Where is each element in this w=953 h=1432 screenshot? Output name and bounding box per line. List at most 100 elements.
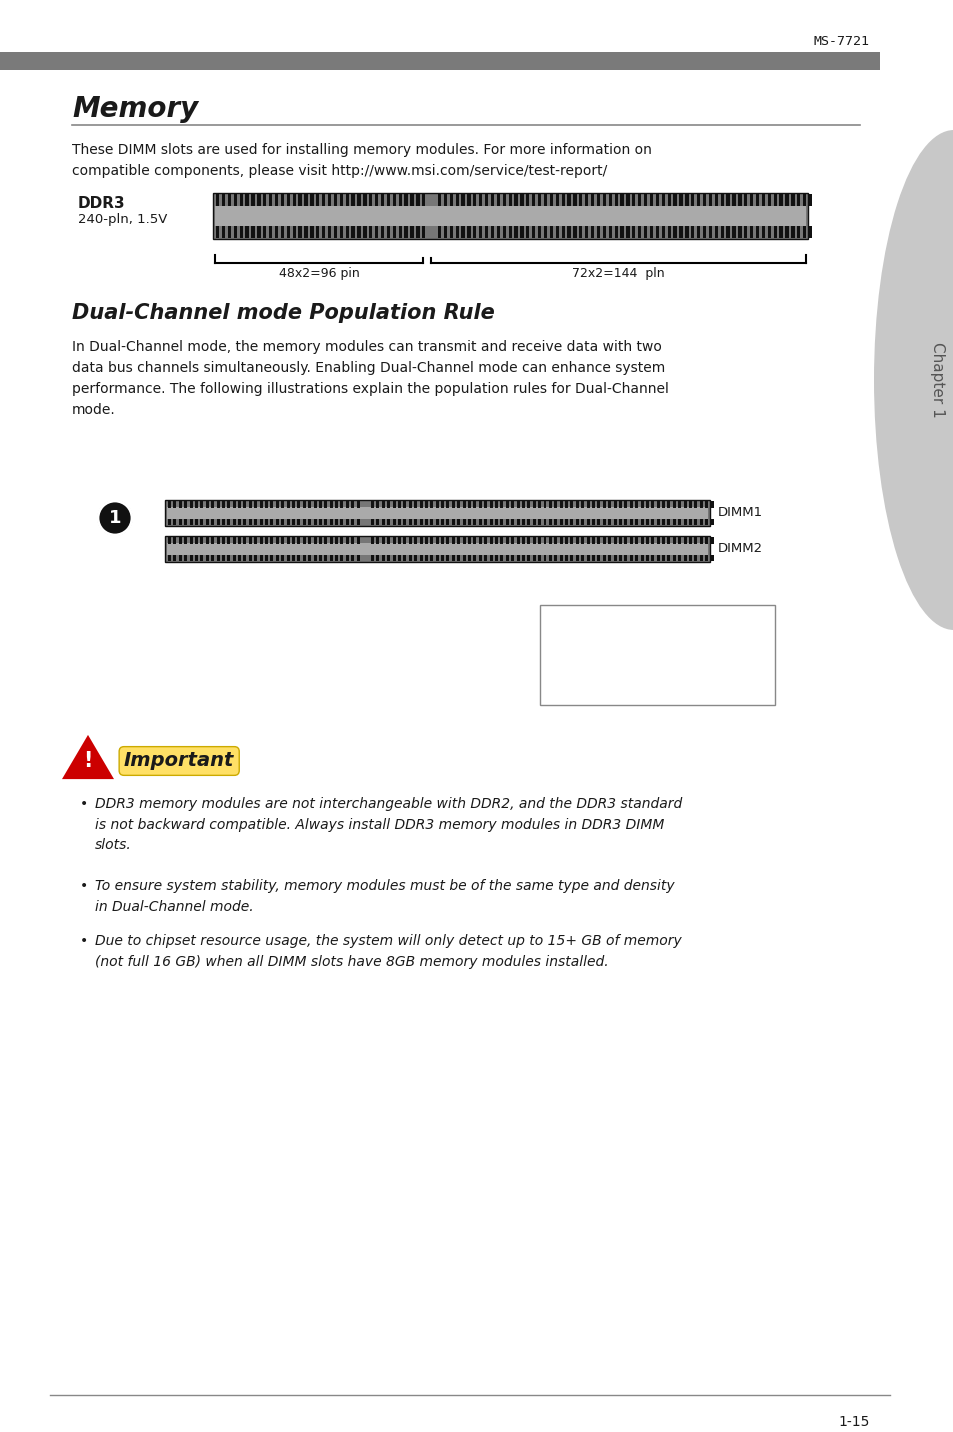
Bar — [446, 554, 449, 561]
Bar — [340, 518, 343, 526]
Text: To ensure system stability, memory modules must be of the same type and density
: To ensure system stability, memory modul… — [95, 879, 674, 914]
Bar — [200, 501, 203, 507]
Bar — [567, 193, 570, 206]
Bar — [688, 501, 691, 507]
Bar — [324, 501, 327, 507]
Bar — [702, 193, 705, 206]
Bar — [243, 537, 246, 544]
Bar — [626, 226, 629, 238]
Bar — [287, 193, 290, 206]
Bar — [725, 226, 729, 238]
Bar — [537, 226, 540, 238]
Bar — [206, 518, 209, 526]
Bar — [449, 193, 453, 206]
Bar — [270, 554, 274, 561]
Bar — [334, 226, 336, 238]
Bar — [561, 193, 564, 206]
Bar — [222, 554, 225, 561]
Bar — [194, 501, 197, 507]
Bar — [473, 226, 476, 238]
Bar — [608, 501, 611, 507]
Bar — [286, 518, 290, 526]
Bar — [298, 193, 301, 206]
Bar — [570, 537, 573, 544]
Bar — [532, 501, 536, 507]
Polygon shape — [62, 735, 113, 779]
Bar — [194, 554, 197, 561]
Bar — [516, 518, 519, 526]
Text: 48x2=96 pin: 48x2=96 pin — [278, 266, 359, 281]
Bar — [243, 554, 246, 561]
Bar — [462, 518, 465, 526]
Bar — [651, 501, 654, 507]
Bar — [263, 226, 266, 238]
Bar — [564, 518, 567, 526]
Bar — [678, 537, 680, 544]
Bar — [238, 554, 241, 561]
Bar — [586, 537, 589, 544]
Bar — [286, 501, 290, 507]
Bar — [584, 193, 588, 206]
Bar — [414, 537, 416, 544]
Bar — [537, 554, 540, 561]
Bar — [505, 537, 508, 544]
Bar — [552, 624, 667, 633]
Bar — [452, 537, 455, 544]
Bar — [643, 226, 646, 238]
Bar — [554, 518, 557, 526]
Circle shape — [98, 501, 132, 536]
Bar — [184, 537, 187, 544]
Bar — [257, 193, 260, 206]
Bar — [251, 193, 254, 206]
Bar — [597, 518, 599, 526]
Bar — [543, 226, 547, 238]
Bar — [618, 518, 621, 526]
Bar — [678, 518, 680, 526]
Bar — [537, 193, 540, 206]
Bar — [215, 226, 219, 238]
Bar — [275, 518, 278, 526]
Bar — [371, 537, 374, 544]
Bar — [200, 537, 203, 544]
Bar — [346, 501, 349, 507]
Bar — [404, 226, 407, 238]
Bar — [639, 537, 643, 544]
Bar — [505, 501, 508, 507]
Bar — [263, 193, 266, 206]
Bar — [408, 501, 412, 507]
Bar — [500, 501, 503, 507]
Bar — [167, 507, 707, 518]
Bar — [608, 537, 611, 544]
Bar — [580, 554, 583, 561]
Bar — [206, 501, 209, 507]
Bar — [440, 537, 444, 544]
Bar — [424, 554, 428, 561]
Bar — [704, 537, 707, 544]
Bar — [430, 537, 433, 544]
Bar — [393, 501, 395, 507]
Bar — [580, 518, 583, 526]
Bar — [437, 226, 440, 238]
Bar — [222, 537, 225, 544]
Bar — [586, 554, 589, 561]
Bar — [543, 518, 546, 526]
Bar — [505, 554, 508, 561]
Bar — [386, 193, 390, 206]
Bar — [214, 206, 805, 226]
Bar — [516, 537, 519, 544]
Bar — [590, 226, 594, 238]
Bar — [216, 518, 219, 526]
Bar — [233, 226, 236, 238]
Bar — [527, 537, 530, 544]
Bar — [315, 226, 319, 238]
Bar — [356, 518, 359, 526]
Bar — [743, 226, 746, 238]
Bar — [516, 501, 519, 507]
Bar — [608, 226, 611, 238]
Bar — [376, 518, 379, 526]
Bar — [632, 193, 635, 206]
Bar — [302, 537, 305, 544]
Bar — [550, 662, 669, 680]
Bar — [710, 518, 713, 526]
Bar — [655, 193, 659, 206]
